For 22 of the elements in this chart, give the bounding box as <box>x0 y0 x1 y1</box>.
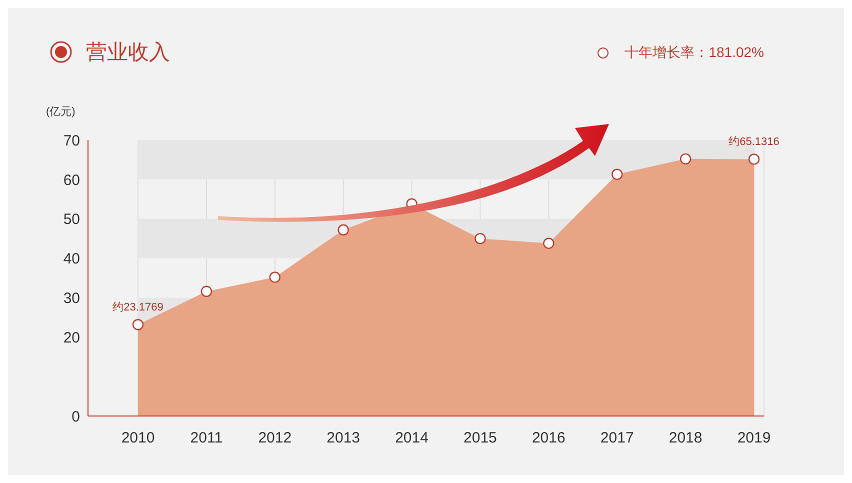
y-tick-label: 0 <box>72 408 80 426</box>
x-tick-label: 2017 <box>600 430 634 447</box>
x-tick-label: 2011 <box>190 430 223 447</box>
x-tick-label: 2019 <box>737 430 771 447</box>
y-tick-label: 60 <box>63 172 80 189</box>
text: 十年增长率：181.02% <box>624 44 764 62</box>
data-label: 约65.1316 <box>728 136 780 148</box>
y-tick-label: 50 <box>63 211 80 228</box>
x-tick-label: 2015 <box>464 430 497 447</box>
data-label: 约23.1769 <box>112 302 164 314</box>
x-tick-label: 2012 <box>258 430 292 447</box>
y-tick-label: 30 <box>63 290 80 308</box>
y-tick-label: 20 <box>63 329 80 346</box>
y-axis-title: (亿元) <box>46 105 76 119</box>
y-tick-label: 40 <box>63 250 80 268</box>
x-tick-label: 2018 <box>668 430 702 447</box>
chart-title: 营业收入 <box>86 40 170 66</box>
y-tick-label: 70 <box>63 132 80 150</box>
x-tick-label: 2010 <box>121 430 155 447</box>
x-tick-label: 2013 <box>326 430 360 447</box>
x-tick-label: 2014 <box>395 430 428 447</box>
x-tick-label: 2016 <box>532 430 566 447</box>
